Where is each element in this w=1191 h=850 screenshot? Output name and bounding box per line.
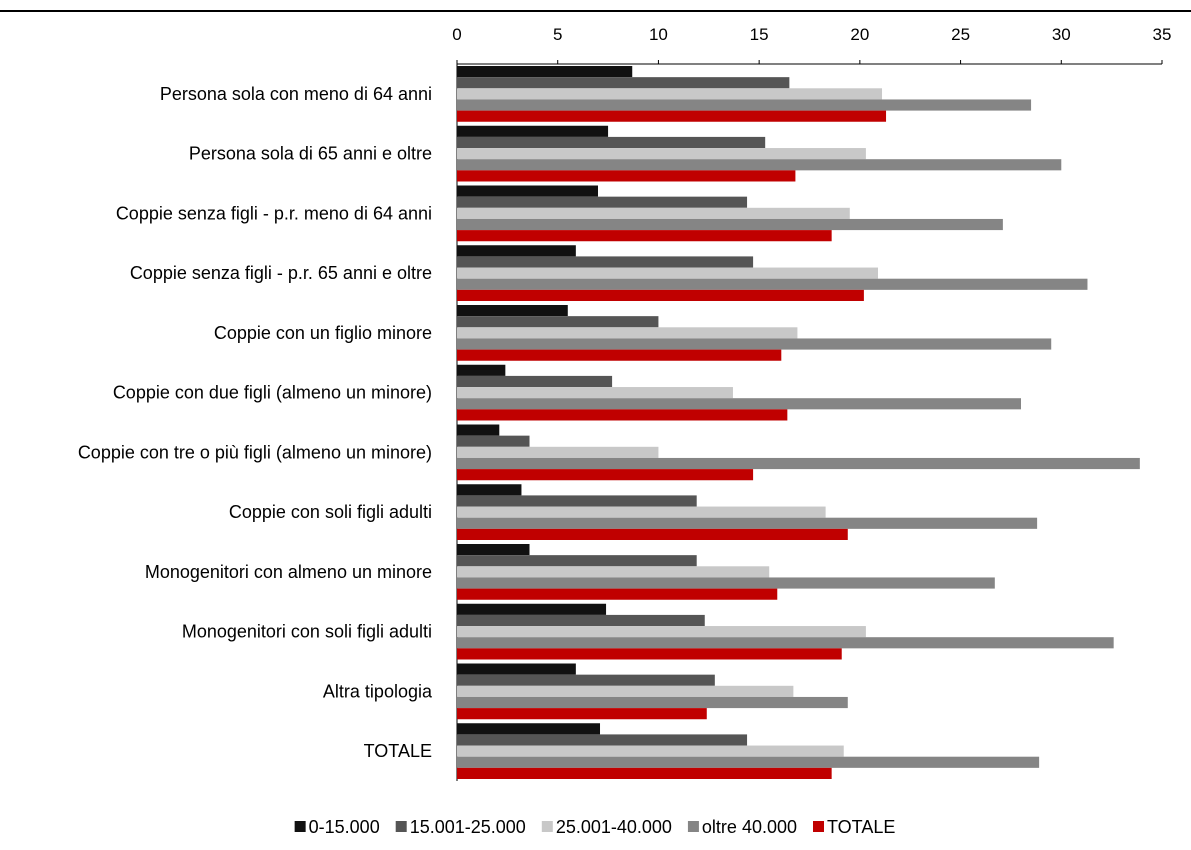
bar xyxy=(457,196,748,208)
bar xyxy=(457,387,733,399)
x-tick-label: 15 xyxy=(750,25,769,44)
bar xyxy=(457,327,798,339)
bar xyxy=(457,469,754,481)
bar xyxy=(457,663,576,675)
bar xyxy=(457,316,659,328)
category-label: Monogenitori con soli figli adulti xyxy=(182,622,432,642)
category-label: TOTALE xyxy=(364,741,432,761)
bar xyxy=(457,110,887,122)
bar xyxy=(457,148,866,160)
bar xyxy=(457,517,1038,529)
category-label: Persona sola di 65 anni e oltre xyxy=(189,144,432,164)
legend-label: TOTALE xyxy=(827,817,895,837)
category-labels: Persona sola con meno di 64 anni Persona … xyxy=(78,84,433,761)
bar xyxy=(457,424,500,436)
legend-swatch xyxy=(687,821,699,832)
category-label: Monogenitori con almeno un minore xyxy=(145,562,432,582)
bar xyxy=(457,648,842,660)
category-label: Altra tipologia xyxy=(323,681,433,701)
legend: 0-15.000 15.001-25.000 25.001-40.000 oltre … xyxy=(294,817,895,837)
bar xyxy=(457,614,705,627)
bar xyxy=(457,745,844,757)
x-tick-label: 20 xyxy=(850,25,869,44)
bar xyxy=(457,88,883,100)
bar xyxy=(457,674,715,686)
x-tick-label: 5 xyxy=(553,25,562,44)
bar xyxy=(457,125,609,137)
category-label: Coppie con tre o più figli (almeno un mi… xyxy=(78,442,432,462)
bar xyxy=(457,566,770,578)
bar xyxy=(457,506,826,518)
category-label: Coppie con due figli (almeno un minore) xyxy=(113,383,432,403)
bar xyxy=(457,289,864,301)
bar xyxy=(457,99,1032,111)
bar xyxy=(457,685,794,697)
bar xyxy=(457,305,568,317)
x-tick-label: 25 xyxy=(951,25,970,44)
legend-swatch xyxy=(813,821,824,832)
legend-swatch xyxy=(541,821,553,832)
bar xyxy=(457,555,697,567)
bar xyxy=(457,457,1140,470)
bar xyxy=(457,626,866,638)
x-tick-label: 10 xyxy=(649,25,668,44)
bar xyxy=(457,170,796,182)
bar xyxy=(457,349,782,361)
bars xyxy=(457,66,1140,779)
bar xyxy=(457,767,832,779)
category-label: Coppie con soli figli adulti xyxy=(229,502,432,522)
bar xyxy=(457,66,633,78)
bar xyxy=(457,637,1114,649)
bar xyxy=(457,409,788,421)
bar xyxy=(457,435,530,447)
category-label: Coppie con un figlio minore xyxy=(214,323,432,343)
x-axis-ticks: 0 5 10 15 20 25 30 35 xyxy=(452,25,1171,64)
bar xyxy=(457,267,878,279)
x-tick-label: 0 xyxy=(452,25,461,44)
bar xyxy=(457,495,697,507)
legend-swatch xyxy=(395,821,407,832)
category-label: Coppie senza figli - p.r. 65 anni e oltr… xyxy=(130,263,432,283)
bar xyxy=(457,364,506,376)
legend-label: 0-15.000 xyxy=(309,817,380,837)
bar xyxy=(457,218,1003,231)
bar xyxy=(457,708,707,720)
x-tick-label: 30 xyxy=(1052,25,1071,44)
x-tick-label: 35 xyxy=(1153,25,1172,44)
category-label: Persona sola con meno di 64 anni xyxy=(160,84,432,104)
bar xyxy=(457,278,1088,290)
legend-label: 25.001-40.000 xyxy=(556,817,672,837)
bar xyxy=(457,185,598,197)
bar xyxy=(457,484,522,496)
legend-label: 15.001-25.000 xyxy=(410,817,526,837)
legend-swatch xyxy=(294,821,306,832)
bar xyxy=(457,245,576,257)
bar xyxy=(457,256,754,268)
bar xyxy=(457,696,848,709)
bar xyxy=(457,159,1062,171)
bar xyxy=(457,528,848,540)
bar xyxy=(457,544,530,556)
bar xyxy=(457,136,766,149)
category-label: Coppie senza figli - p.r. meno di 64 ann… xyxy=(116,203,432,223)
bar xyxy=(457,588,778,600)
bar xyxy=(457,338,1052,350)
bar xyxy=(457,230,832,242)
bar xyxy=(457,375,613,388)
legend-label: oltre 40.000 xyxy=(702,817,797,837)
bar xyxy=(457,723,601,735)
bar xyxy=(457,398,1021,410)
bar xyxy=(457,77,790,89)
bar xyxy=(457,446,659,458)
bar xyxy=(457,734,748,746)
bar xyxy=(457,756,1040,768)
bar xyxy=(457,577,995,589)
bar xyxy=(457,603,607,615)
bar xyxy=(457,207,850,219)
